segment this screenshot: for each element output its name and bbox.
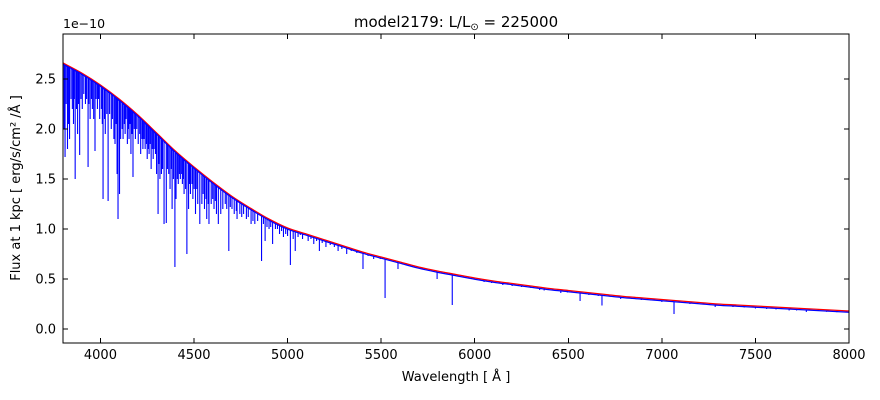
x-tick-label: 6000 xyxy=(458,348,491,363)
plot-frame xyxy=(62,33,850,344)
absorption-lines xyxy=(63,64,844,314)
x-tick-label: 6500 xyxy=(552,348,585,363)
x-tick-label: 7000 xyxy=(645,348,678,363)
x-tick-label: 7500 xyxy=(739,348,772,363)
continuum-curve xyxy=(63,62,849,312)
tick-labels: 4000 4500 5000 5500 6000 6500 7000 7500 8000 0.0 0… xyxy=(35,73,865,364)
x-axis-label: Wavelength [ Å ] xyxy=(402,369,511,385)
y-tick-label: 1.5 xyxy=(35,173,56,188)
x-tick-label: 8000 xyxy=(832,348,865,363)
y-axis-offset-text: 1e−10 xyxy=(63,16,105,31)
y-tick-label: 2.5 xyxy=(35,73,56,88)
chart-title: model2179: L/L⊙ = 225000 xyxy=(354,13,558,33)
x-tick-label: 4000 xyxy=(84,348,117,363)
spectrum-data-layer xyxy=(63,62,849,314)
x-tick-label: 5000 xyxy=(271,348,304,363)
y-tick-label: 1.0 xyxy=(35,223,56,238)
y-tick-label: 2.0 xyxy=(35,123,56,138)
spectrum-envelope xyxy=(63,63,849,313)
axes-spines xyxy=(62,33,850,344)
y-tick-label: 0.5 xyxy=(35,273,56,288)
x-tick-label: 4500 xyxy=(177,348,210,363)
y-axis-label: Flux at 1 kpc [ erg/s/cm² /Å ] xyxy=(8,95,24,281)
y-tick-label: 0.0 xyxy=(35,323,56,338)
x-tick-label: 5500 xyxy=(365,348,398,363)
